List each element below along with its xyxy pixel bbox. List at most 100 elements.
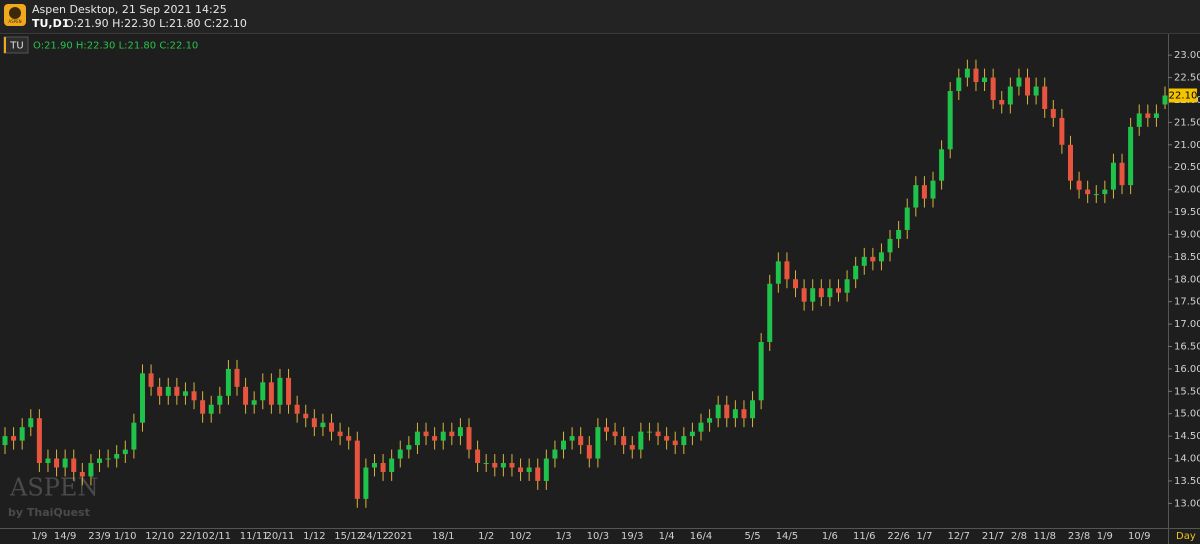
candle-body bbox=[518, 467, 524, 472]
candle-body bbox=[921, 185, 927, 199]
candle-body bbox=[904, 207, 910, 230]
candle-body bbox=[732, 409, 738, 419]
y-tick-label: 20.50 bbox=[1174, 162, 1200, 173]
last-price-box bbox=[1169, 88, 1197, 103]
candle-body bbox=[990, 77, 996, 100]
candle-body bbox=[1119, 162, 1125, 186]
candle-body bbox=[638, 431, 644, 450]
y-tick-label: 16.00 bbox=[1174, 364, 1200, 375]
y-tick-label: 18.50 bbox=[1174, 252, 1200, 263]
candle-body bbox=[397, 449, 403, 459]
candle-body bbox=[569, 436, 575, 441]
candle-body bbox=[97, 458, 103, 464]
candle-body bbox=[88, 463, 94, 477]
watermark-by: by ThaiQuest bbox=[8, 506, 90, 519]
candle-body bbox=[586, 445, 592, 459]
candle-body bbox=[913, 185, 919, 208]
candle-body bbox=[1016, 77, 1022, 87]
candle-body bbox=[1067, 144, 1073, 181]
y-tick-label: 15.50 bbox=[1174, 386, 1200, 397]
candle-body bbox=[449, 431, 455, 437]
candle-body bbox=[535, 467, 541, 481]
candle-body bbox=[139, 373, 145, 423]
candle-body bbox=[595, 427, 601, 459]
candle-body bbox=[646, 431, 652, 433]
x-tick-label: 1/2 bbox=[478, 531, 494, 542]
candle-body bbox=[844, 279, 850, 293]
candle-body bbox=[1162, 95, 1168, 105]
y-tick-label: 23.00 bbox=[1174, 50, 1200, 61]
candle-body bbox=[870, 256, 876, 262]
candle-body bbox=[122, 449, 128, 455]
candle-body bbox=[758, 342, 764, 401]
header-ohlc: O:21.90 H:22.30 L:21.80 C:22.10 bbox=[65, 17, 247, 30]
candle-body bbox=[243, 386, 249, 405]
x-tick-label: 2/11 bbox=[209, 531, 231, 542]
candle-body bbox=[999, 99, 1005, 105]
candle-body bbox=[724, 404, 730, 419]
candle-body bbox=[612, 431, 618, 437]
candle-body bbox=[801, 288, 807, 302]
candle-body bbox=[389, 458, 395, 472]
candle-body bbox=[148, 373, 154, 387]
candle-body bbox=[878, 252, 884, 262]
x-tick-label: 2021 bbox=[388, 531, 413, 542]
candle-body bbox=[741, 409, 747, 419]
candle-body bbox=[1153, 113, 1159, 118]
x-tick-label: 23/8 bbox=[1068, 531, 1090, 542]
candle-body bbox=[887, 238, 893, 253]
candle-body bbox=[28, 418, 34, 428]
x-tick-label: 18/1 bbox=[432, 531, 454, 542]
x-tick-label: 12/10 bbox=[145, 531, 174, 542]
candle-body bbox=[1102, 189, 1108, 195]
candle-body bbox=[36, 418, 42, 464]
x-tick-label: 1/12 bbox=[303, 531, 325, 542]
y-tick-label: 20.00 bbox=[1174, 185, 1200, 196]
candle-body bbox=[45, 458, 51, 464]
candle-body bbox=[939, 149, 945, 181]
candle-body bbox=[157, 386, 163, 396]
candle-body bbox=[552, 449, 558, 459]
candle-body bbox=[500, 463, 506, 468]
candle-body bbox=[810, 288, 816, 302]
candle-body bbox=[1110, 162, 1116, 190]
candles bbox=[2, 59, 1168, 508]
watermark: ASPEN bbox=[9, 474, 98, 502]
candle-body bbox=[707, 418, 713, 423]
y-tick-label: 15.00 bbox=[1174, 409, 1200, 420]
candle-body bbox=[354, 440, 360, 499]
candle-body bbox=[1033, 86, 1039, 96]
candle-body bbox=[964, 68, 970, 78]
candle-body bbox=[182, 391, 188, 396]
y-tick-label: 21.50 bbox=[1174, 117, 1200, 128]
header-bar bbox=[0, 0, 1200, 33]
candle-body bbox=[329, 422, 335, 432]
candle-body bbox=[835, 288, 841, 293]
candle-body bbox=[268, 382, 274, 405]
candle-body bbox=[303, 413, 309, 419]
candle-body bbox=[2, 436, 8, 446]
x-tick-label: 14/9 bbox=[54, 531, 76, 542]
candle-body bbox=[853, 265, 859, 280]
x-tick-label: 23/9 bbox=[88, 531, 110, 542]
candle-body bbox=[1042, 86, 1048, 109]
candle-body bbox=[1050, 108, 1056, 118]
x-tick-label: 12/7 bbox=[948, 531, 970, 542]
candle-body bbox=[251, 400, 257, 405]
y-tick-label: 13.00 bbox=[1174, 498, 1200, 509]
candle-body bbox=[54, 458, 60, 468]
candle-body bbox=[526, 467, 532, 472]
candle-body bbox=[131, 422, 137, 450]
candle-body bbox=[775, 261, 781, 284]
candle-body bbox=[19, 427, 25, 441]
y-tick-label: 18.00 bbox=[1174, 274, 1200, 285]
y-tick-label: 21.00 bbox=[1174, 140, 1200, 151]
x-tick-label: 15/12 bbox=[334, 531, 363, 542]
candle-body bbox=[320, 422, 326, 428]
x-tick-label: 22/10 bbox=[180, 531, 209, 542]
x-tick-label: 1/4 bbox=[659, 531, 675, 542]
y-tick-label: 17.00 bbox=[1174, 319, 1200, 330]
candle-body bbox=[1059, 117, 1065, 145]
candle-body bbox=[406, 445, 412, 450]
